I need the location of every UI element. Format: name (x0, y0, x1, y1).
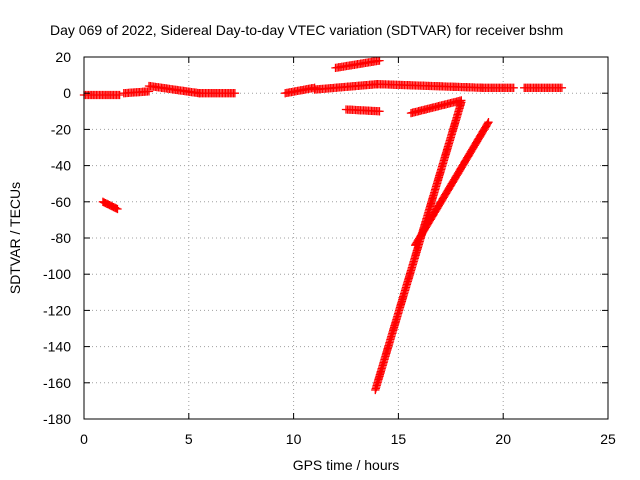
data-series-arc-03 (119, 87, 154, 98)
plus-markers (371, 98, 466, 395)
y-tick-label: -180 (43, 411, 71, 427)
data-series-arc-02 (98, 197, 122, 214)
y-tick-label: -80 (51, 230, 71, 246)
y-tick-label: 20 (55, 49, 71, 65)
data-series-arc-13 (406, 96, 466, 118)
plus-markers (119, 87, 154, 98)
data-series-arc-05 (195, 89, 240, 98)
y-tick-label: -60 (51, 194, 71, 210)
data-series-arc-01 (79, 90, 124, 100)
y-tick-label: -40 (51, 158, 71, 174)
data-series-arc-11 (478, 83, 518, 92)
plus-markers (98, 197, 122, 214)
data-series-arc-07 (310, 80, 382, 94)
data-points (79, 56, 567, 395)
data-series-arc-09 (341, 105, 384, 116)
plus-markers (520, 83, 567, 92)
plus-markers (79, 90, 124, 100)
axes: 20 0 -20 -40 -60 -80 -100 -120 -140 -160 -180 0 5 10 1… (43, 49, 616, 447)
plus-markers (310, 80, 382, 94)
data-series-arc-06 (281, 83, 319, 98)
x-tick-label: 15 (391, 431, 407, 447)
data-series-arc-04 (144, 81, 204, 98)
data-series-arc-10 (373, 80, 487, 92)
data-series-arc-14 (371, 98, 466, 395)
plus-markers (406, 96, 466, 118)
plus-markers (281, 83, 319, 98)
plus-markers (411, 118, 493, 250)
plus-markers (341, 105, 384, 116)
x-tick-label: 10 (286, 431, 302, 447)
x-tick-label: 5 (185, 431, 193, 447)
grid-lines (84, 57, 608, 419)
x-tick-label: 0 (80, 431, 88, 447)
plus-markers (195, 89, 240, 98)
y-tick-label: -120 (43, 302, 71, 318)
data-series-arc-08 (331, 56, 384, 73)
plus-markers (331, 56, 384, 73)
data-series-arc-15 (411, 118, 493, 250)
y-tick-label: -100 (43, 266, 71, 282)
data-series-arc-12 (520, 83, 567, 92)
y-tick-label: -20 (51, 121, 71, 137)
plus-markers (478, 83, 518, 92)
x-tick-label: 20 (495, 431, 511, 447)
y-tick-label: -160 (43, 375, 71, 391)
y-tick-label: 0 (63, 85, 71, 101)
y-axis-label: SDTVAR / TECUs (7, 182, 23, 294)
x-tick-label: 25 (600, 431, 616, 447)
x-axis-label: GPS time / hours (293, 457, 400, 473)
y-tick-label: -140 (43, 339, 71, 355)
plus-markers (144, 81, 204, 98)
plus-markers (373, 80, 487, 92)
chart-title: Day 069 of 2022, Sidereal Day-to-day VTE… (50, 22, 563, 38)
